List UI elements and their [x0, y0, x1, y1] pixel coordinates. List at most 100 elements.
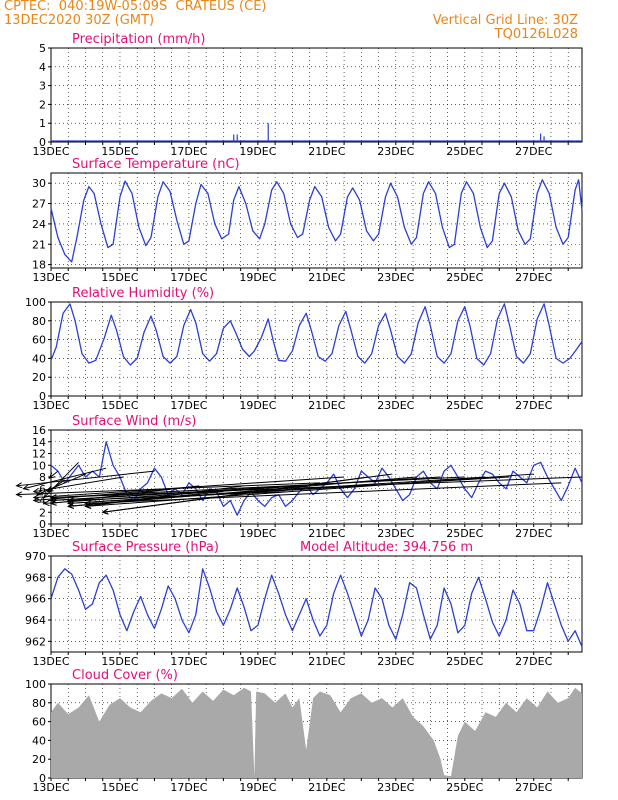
pressure-title: Surface Pressure (hPa) — [72, 540, 219, 555]
humidity-series-line — [50, 303, 583, 366]
humidity-ytick-label: 80 — [32, 315, 46, 328]
precipitation-frame — [50, 47, 583, 143]
humidity-xtick-label: 17DEC — [170, 399, 207, 412]
pressure-altitude: Model Altitude: 394.756 m — [300, 540, 473, 555]
precipitation-xtick-label: 27DEC — [515, 145, 552, 158]
header-grid-note: Vertical Grid Line: 30Z — [432, 13, 578, 28]
wind-arrow — [33, 476, 345, 499]
wind-arrow — [50, 476, 583, 499]
wind-arrow-head — [15, 491, 23, 498]
wind-arrow — [85, 473, 534, 507]
pressure-ytick-label: 964 — [25, 614, 46, 627]
pressure-ytick-label: 968 — [25, 571, 46, 584]
wind-arrow-head — [32, 494, 40, 501]
cloud-xtick-label: 23DEC — [377, 781, 414, 794]
temperature-xtick-label: 15DEC — [101, 271, 138, 284]
humidity-ytick-label: 60 — [32, 334, 46, 347]
wind-ytick-label: 0 — [39, 518, 46, 531]
precipitation-ytick-label: 1 — [39, 117, 46, 130]
wind-arrow — [43, 461, 79, 498]
precipitation-xtick-label: 15DEC — [101, 145, 138, 158]
precipitation-xtick-label: 13DEC — [32, 145, 69, 158]
humidity-title: Relative Humidity (%) — [72, 286, 214, 301]
cloud-xtick-label: 21DEC — [308, 781, 345, 794]
cloud-xtick-label: 27DEC — [515, 781, 552, 794]
wind-ytick-label: 10 — [32, 459, 46, 472]
wind-arrow — [37, 473, 86, 496]
temperature-xtick-label: 27DEC — [515, 271, 552, 284]
cloud-ytick-label: 80 — [32, 697, 46, 710]
wind-arrow-head — [84, 500, 92, 507]
pressure-ytick-label: 962 — [25, 635, 46, 648]
wind-xtick-label: 15DEC — [101, 527, 138, 540]
temperature-xtick-label: 23DEC — [377, 271, 414, 284]
wind-xtick-label: 21DEC — [308, 527, 345, 540]
wind-ytick-label: 8 — [39, 471, 46, 484]
precipitation-xtick-label: 17DEC — [170, 145, 207, 158]
cloud-xtick-label: 25DEC — [446, 781, 483, 794]
cloud-ytick-label: 100 — [25, 678, 46, 691]
wind-ytick-label: 4 — [39, 495, 46, 508]
wind-arrow — [33, 476, 124, 493]
humidity-frame — [50, 301, 583, 397]
wind-xtick-label: 23DEC — [377, 527, 414, 540]
temperature-ytick-label: 24 — [32, 218, 46, 231]
wind-arrow — [23, 467, 107, 490]
cloud-title: Cloud Cover (%) — [72, 668, 178, 683]
wind-arrow — [16, 470, 155, 487]
humidity-xtick-label: 19DEC — [239, 399, 276, 412]
precipitation-title: Precipitation (mm/h) — [72, 32, 205, 47]
wind-title: Surface Wind (m/s) — [72, 414, 196, 429]
temperature-frame — [50, 172, 583, 269]
precipitation-ytick-label: 4 — [39, 61, 46, 74]
humidity-xtick-label: 23DEC — [377, 399, 414, 412]
temperature-ytick-label: 30 — [32, 177, 46, 190]
wind-arrow-head — [36, 489, 44, 496]
wind-arrow-head — [67, 497, 74, 504]
humidity-xtick-label: 15DEC — [101, 399, 138, 412]
wind-arrow — [50, 476, 465, 499]
humidity-xtick-label: 25DEC — [446, 399, 483, 412]
wind-ytick-label: 12 — [32, 448, 46, 461]
temperature-xtick-label: 25DEC — [446, 271, 483, 284]
temperature-xtick-label: 19DEC — [239, 271, 276, 284]
pressure-frame — [50, 555, 583, 653]
pressure-ytick-label: 966 — [25, 593, 46, 606]
wind-xtick-label: 17DEC — [170, 527, 207, 540]
cloud-xtick-label: 13DEC — [32, 781, 69, 794]
cloud-xtick-label: 17DEC — [170, 781, 207, 794]
temperature-ytick-label: 18 — [32, 259, 46, 272]
cloud-ytick-label: 40 — [32, 734, 46, 747]
temperature-xtick-label: 21DEC — [308, 271, 345, 284]
temperature-series-line — [50, 179, 583, 263]
precipitation-xtick-label: 25DEC — [446, 145, 483, 158]
temperature-title: Surface Temperature (nC) — [72, 157, 240, 172]
wind-arrow-head — [67, 500, 74, 507]
header-model-code: TQ0126L028 — [494, 27, 578, 42]
wind-arrow-head — [84, 502, 92, 510]
temperature-ytick-label: 21 — [32, 238, 46, 251]
wind-ytick-label: 6 — [39, 483, 46, 496]
precipitation-ytick-label: 2 — [39, 98, 46, 111]
humidity-xtick-label: 27DEC — [515, 399, 552, 412]
pressure-xtick-label: 23DEC — [377, 655, 414, 668]
cloud-ytick-label: 0 — [39, 772, 46, 785]
pressure-ytick-label: 970 — [25, 550, 46, 563]
pressure-xtick-label: 25DEC — [446, 655, 483, 668]
precipitation-xtick-label: 23DEC — [377, 145, 414, 158]
precipitation-xtick-label: 19DEC — [239, 145, 276, 158]
humidity-ytick-label: 0 — [39, 390, 46, 403]
wind-arrow-head — [32, 487, 40, 494]
humidity-xtick-label: 13DEC — [32, 399, 69, 412]
wind-xtick-label: 27DEC — [515, 527, 552, 540]
wind-ytick-label: 2 — [39, 506, 46, 519]
cloud-xtick-label: 19DEC — [239, 781, 276, 794]
precipitation-ytick-label: 3 — [39, 80, 46, 93]
wind-arrow — [85, 482, 562, 504]
wind-arrow-head — [46, 486, 54, 493]
wind-arrow-head — [48, 472, 56, 479]
temperature-ytick-label: 27 — [32, 198, 46, 211]
wind-arrow-head — [42, 500, 50, 507]
wind-arrow-head — [101, 508, 109, 515]
